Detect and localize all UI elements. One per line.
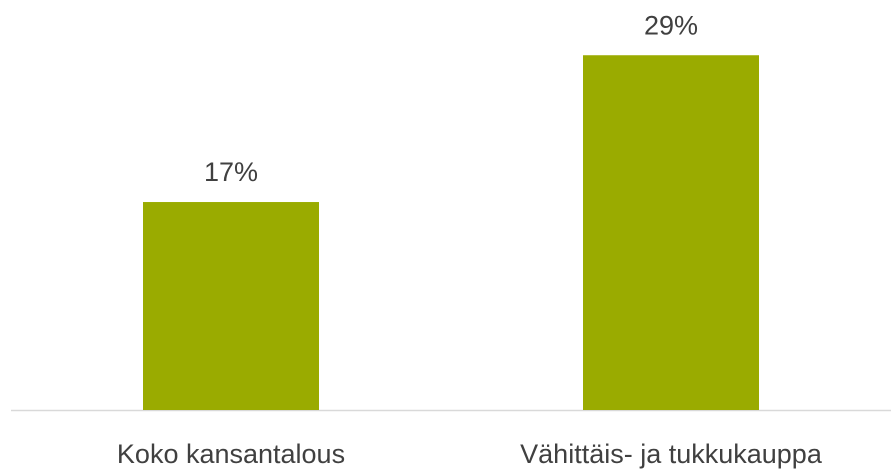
x-tick-label: Koko kansantalous — [117, 439, 345, 469]
x-tick-label: Vähittäis- ja tukkukauppa — [520, 439, 823, 469]
bar — [583, 55, 759, 410]
data-label: 17% — [204, 157, 258, 187]
bar — [143, 202, 319, 410]
data-label: 29% — [644, 10, 698, 40]
